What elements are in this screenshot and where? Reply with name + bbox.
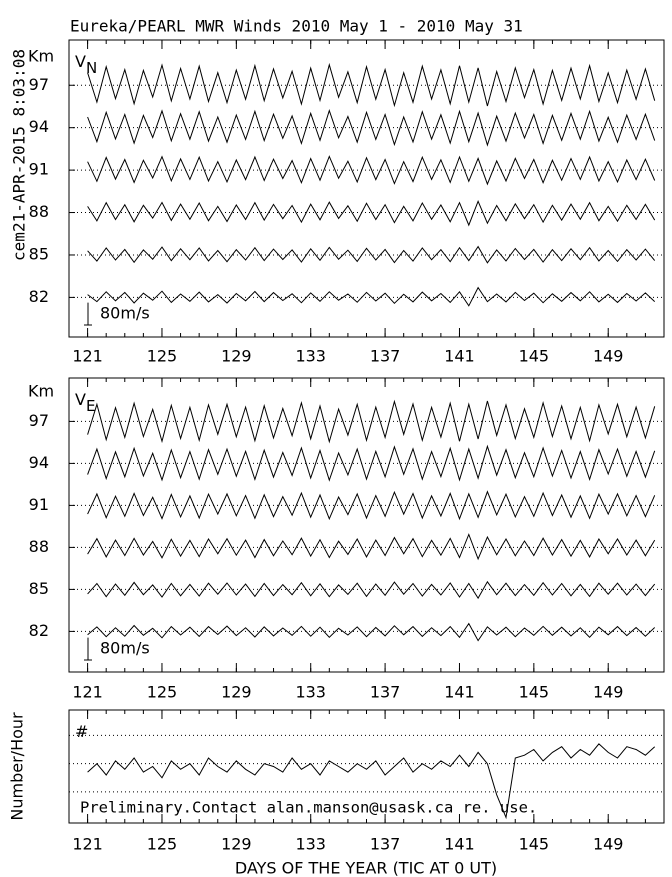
data-line — [87, 245, 656, 264]
x-tick-label: 137 — [370, 835, 401, 854]
x-tick-label: 125 — [147, 347, 178, 366]
x-tick-label: 141 — [444, 835, 475, 854]
y-tick-label: 82 — [29, 621, 49, 640]
data-line — [87, 533, 656, 561]
x-tick-label: 137 — [370, 347, 401, 366]
data-line — [87, 62, 656, 108]
y-tick-label: 91 — [29, 495, 49, 514]
chart-title: Eureka/PEARL MWR Winds 2010 May 1 - 2010… — [70, 17, 523, 36]
x-tick-label: 141 — [444, 683, 475, 702]
y-tick-label: 85 — [29, 579, 49, 598]
data-line — [87, 580, 656, 600]
x-tick-label: 145 — [519, 835, 550, 854]
x-tick-label: 149 — [593, 683, 624, 702]
y-axis-label: Number/Hour — [8, 712, 27, 821]
y-tick-label: 94 — [29, 453, 49, 472]
panel-label-main: V — [75, 52, 86, 71]
x-tick-label: 133 — [295, 683, 326, 702]
x-tick-label: 121 — [72, 347, 103, 366]
panel-label-sub: E — [86, 397, 95, 415]
panel-label: VE — [75, 390, 95, 415]
x-tick-label: 125 — [147, 835, 178, 854]
data-line — [87, 490, 656, 521]
y-tick-label: 97 — [29, 411, 49, 430]
y-tick-label: 94 — [29, 117, 49, 136]
x-tick-label: 129 — [221, 835, 252, 854]
x-tick-label: 133 — [295, 835, 326, 854]
x-tick-label: 121 — [72, 683, 103, 702]
data-line — [87, 199, 656, 227]
data-line — [87, 743, 656, 820]
x-tick-label: 129 — [221, 683, 252, 702]
plot-frame — [68, 377, 665, 673]
data-line — [87, 399, 656, 444]
data-line — [87, 622, 656, 642]
panel-label-main: V — [75, 390, 86, 409]
data-line — [87, 444, 656, 482]
y-axis-label: Km — [28, 382, 54, 401]
y-tick-label: 85 — [29, 244, 49, 263]
x-tick-label: 125 — [147, 683, 178, 702]
y-tick-label: 82 — [29, 287, 49, 306]
data-line — [87, 286, 656, 307]
y-tick-label: 91 — [29, 160, 49, 179]
y-tick-label: 88 — [29, 202, 49, 221]
x-tick-label: 149 — [593, 347, 624, 366]
scale-bar-label: 80m/s — [100, 638, 150, 657]
side-label: cem21-APR-2015 8:03:08 — [10, 49, 29, 261]
panel-label-main: # — [75, 722, 88, 741]
panel-label: # — [75, 722, 88, 741]
y-axis-label: Km — [28, 47, 54, 66]
scale-bar-label: 80m/s — [100, 303, 150, 322]
footer-note: Preliminary.Contact alan.manson@usask.ca… — [80, 799, 537, 817]
x-tick-label: 141 — [444, 347, 475, 366]
data-line — [87, 108, 656, 147]
y-tick-label: 97 — [29, 75, 49, 94]
x-tick-label: 133 — [295, 347, 326, 366]
panel-label: VN — [75, 52, 97, 77]
y-tick-label: 88 — [29, 537, 49, 556]
x-tick-label: 137 — [370, 683, 401, 702]
panel-label-sub: N — [86, 59, 97, 77]
x-tick-label: 145 — [519, 683, 550, 702]
x-tick-label: 145 — [519, 347, 550, 366]
x-axis-title: DAYS OF THE YEAR (TIC AT 0 UT) — [235, 859, 497, 877]
data-line — [87, 155, 656, 186]
x-tick-label: 121 — [72, 835, 103, 854]
x-tick-label: 129 — [221, 347, 252, 366]
x-tick-label: 149 — [593, 835, 624, 854]
